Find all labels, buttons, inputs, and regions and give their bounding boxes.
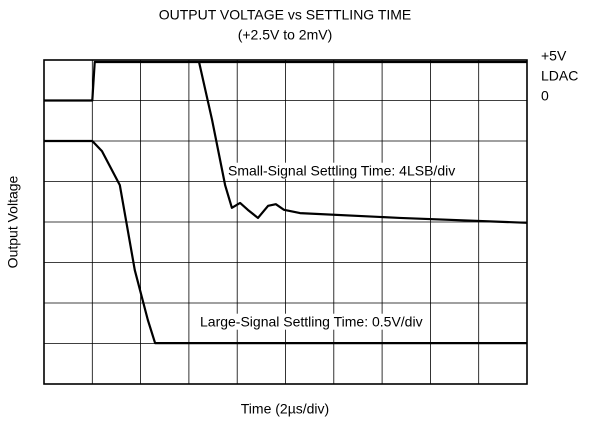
trace: [44, 139, 527, 345]
annotation: Large-Signal Settling Time: 0.5V/div: [200, 314, 423, 330]
y-axis-label: Output Voltage: [5, 175, 21, 268]
trace: [197, 61, 528, 224]
annotation: Small-Signal Settling Time: 4LSB/div: [228, 163, 455, 179]
annotation: LDAC: [541, 68, 578, 84]
annotation: +5V: [541, 48, 567, 64]
x-axis-label: Time (2µs/div): [241, 401, 329, 417]
annotation-background: [198, 313, 425, 330]
chart-subtitle: (+2.5V to 2mV): [238, 27, 333, 43]
annotation-background: [226, 162, 458, 179]
annotation: 0: [541, 88, 549, 104]
trace: [44, 60, 527, 102]
chart-title: OUTPUT VOLTAGE vs SETTLING TIME: [159, 7, 412, 23]
